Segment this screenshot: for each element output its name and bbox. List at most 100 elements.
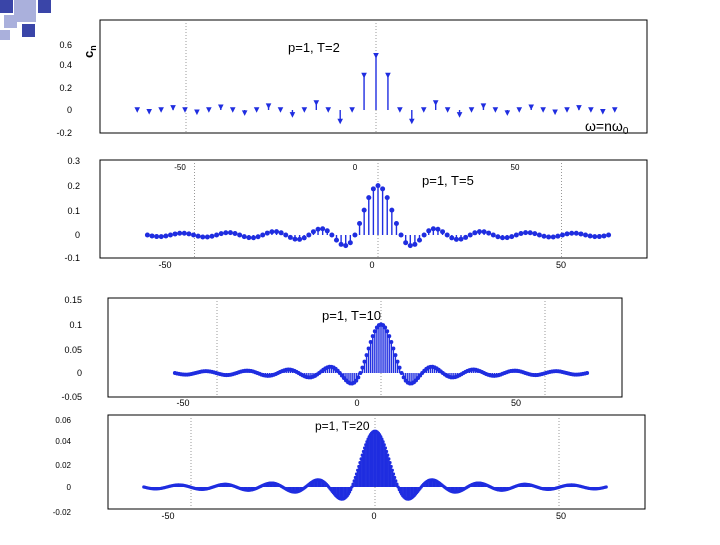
- stem-marker: [504, 110, 511, 116]
- y-tick-label: -0.05: [61, 392, 82, 402]
- stem-marker: [144, 232, 150, 238]
- stem-marker: [527, 230, 533, 236]
- stem-marker: [385, 329, 390, 334]
- stem-marker: [384, 449, 389, 454]
- stem-series: [142, 429, 608, 501]
- stem-marker: [154, 234, 160, 240]
- stem-marker: [395, 482, 399, 486]
- stem-marker: [389, 340, 394, 345]
- stem-marker: [292, 236, 298, 242]
- stem-marker: [265, 103, 272, 109]
- stem-marker: [287, 234, 293, 240]
- stem-marker: [329, 232, 335, 238]
- stem-marker: [313, 100, 320, 106]
- stem-marker: [368, 340, 373, 345]
- stem-marker: [458, 236, 464, 242]
- deco-square-5: [22, 24, 35, 37]
- deco-square-2: [14, 0, 36, 22]
- y-tick-label: -0.2: [56, 128, 72, 138]
- stem-marker: [177, 230, 183, 236]
- stem-marker: [158, 234, 164, 240]
- chart-panel-2: 0.3 0.2 0.1 0 -0.1 -50 0 50 -50 0 50 p=1, T=5: [64, 156, 648, 270]
- y-tick-label: 0.05: [64, 345, 82, 355]
- stem-marker: [338, 241, 344, 247]
- stem-marker: [347, 240, 353, 246]
- stem-marker: [255, 234, 261, 240]
- stem-marker: [325, 107, 332, 113]
- stem-marker: [486, 230, 492, 236]
- stem-marker: [587, 233, 593, 239]
- stem-marker: [430, 226, 436, 232]
- chart-panel-1: 0.6 0.4 0.2 0 -0.2 p=1, T=2: [56, 19, 648, 138]
- stem-marker: [320, 226, 326, 232]
- y-tick-label: 0: [77, 368, 82, 378]
- stem-marker: [200, 234, 206, 240]
- stem-marker: [523, 230, 529, 236]
- stem-marker: [361, 207, 367, 213]
- stem-marker: [269, 229, 275, 235]
- stem-marker: [181, 230, 187, 236]
- stem-marker: [360, 365, 365, 370]
- stem-marker: [532, 231, 538, 237]
- stem-marker: [163, 233, 169, 239]
- stem-marker: [541, 233, 547, 239]
- stem-marker: [389, 464, 393, 469]
- stem-marker: [391, 346, 396, 351]
- stem-marker: [274, 229, 280, 235]
- stem-marker: [518, 231, 524, 237]
- y-tick-label: 0.04: [55, 437, 71, 446]
- y-tick-label: -0.02: [53, 508, 72, 517]
- stem-marker: [550, 234, 556, 240]
- stem-marker: [310, 229, 316, 235]
- stem-marker: [578, 231, 584, 237]
- stem-marker: [495, 234, 501, 240]
- stem-marker: [528, 104, 534, 111]
- stem-marker: [604, 485, 608, 489]
- y-axis-label-main: c: [81, 51, 96, 58]
- deco-square-6: [0, 30, 10, 40]
- x-tick-label: 0: [369, 260, 374, 270]
- stem-marker: [536, 232, 542, 238]
- stem-marker: [195, 233, 201, 239]
- chart-title: p=1, T=20: [315, 419, 370, 433]
- stem-marker: [246, 235, 252, 241]
- y-tick-label: 0: [67, 483, 72, 492]
- y-axis-label-sub: n: [88, 45, 98, 51]
- stem-marker: [552, 109, 558, 116]
- stem-marker: [569, 230, 575, 236]
- stem-marker: [253, 107, 260, 113]
- stem-marker: [397, 107, 403, 113]
- stem-marker: [358, 371, 363, 375]
- stem-marker: [349, 107, 355, 113]
- stem-marker: [513, 232, 519, 238]
- stem-marker: [366, 195, 372, 201]
- x-tick-label-top: 0: [353, 163, 358, 172]
- chart-panel-4: 0.06 0.04 0.02 0 -0.02 -50 0 50 p=1, T=20: [53, 414, 646, 521]
- stem-marker: [375, 183, 381, 189]
- x-axis-label-sub: 0: [623, 126, 629, 137]
- stem-marker: [194, 109, 200, 116]
- stem-marker: [490, 232, 496, 238]
- stem-marker: [409, 118, 415, 125]
- stem-marker: [333, 237, 339, 243]
- x-tick-label: -50: [158, 260, 171, 270]
- x-tick-label: 50: [556, 511, 566, 521]
- stem-marker: [366, 346, 371, 351]
- y-tick-label: 0.02: [55, 461, 71, 470]
- stem-series: [144, 183, 612, 249]
- stem-marker: [301, 235, 307, 241]
- stem-marker: [204, 234, 210, 240]
- x-tick-label: 50: [556, 260, 566, 270]
- stem-marker: [146, 109, 152, 115]
- stem-marker: [407, 243, 413, 249]
- stem-marker: [170, 105, 176, 111]
- stem-marker: [421, 232, 427, 238]
- x-tick-label-top: 50: [511, 163, 520, 172]
- stem-marker: [399, 371, 404, 375]
- stem-series: [134, 53, 618, 125]
- stem-marker: [264, 230, 270, 236]
- y-tick-label: 0.4: [59, 60, 72, 70]
- chart-title: p=1, T=2: [288, 40, 340, 55]
- x-tick-label: 0: [371, 511, 376, 521]
- deco-square-1: [0, 0, 13, 13]
